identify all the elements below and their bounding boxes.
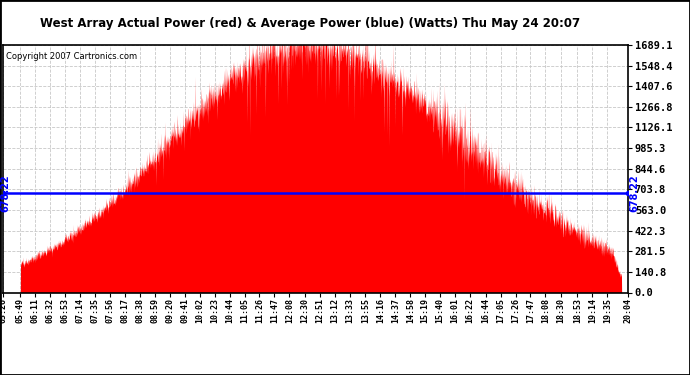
Text: Copyright 2007 Cartronics.com: Copyright 2007 Cartronics.com: [6, 53, 137, 62]
Text: 678.22: 678.22: [1, 174, 10, 212]
Text: West Array Actual Power (red) & Average Power (blue) (Watts) Thu May 24 20:07: West Array Actual Power (red) & Average …: [41, 17, 580, 30]
Text: 678.22: 678.22: [629, 174, 639, 212]
